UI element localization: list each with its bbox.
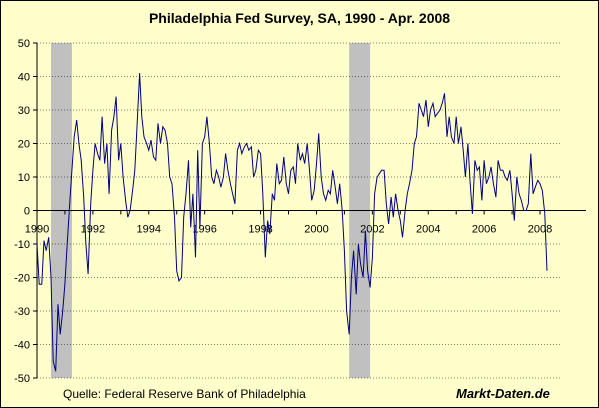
x-tick-label: 1994 (137, 224, 161, 236)
gridlines (37, 42, 561, 379)
x-tick-label: 1996 (192, 224, 216, 236)
x-tick-label: 2006 (472, 224, 496, 236)
y-tick-label: 30 (18, 105, 30, 117)
y-tick-label: 10 (18, 172, 30, 184)
x-axis: 1990 1992 1994 1996 1998 2000 2002 2004 2006 2008 (25, 210, 586, 236)
y-tick-label: 40 (18, 72, 30, 84)
y-tick-label: 0 (24, 206, 30, 218)
chart-title: Philadelphia Fed Survey, SA, 1990 - Apr.… (148, 10, 451, 26)
y-tick-label: 20 (18, 139, 30, 151)
brand-label[interactable]: Markt-Daten.de (456, 386, 550, 401)
source-note: Quelle: Federal Reserve Bank of Philadel… (63, 387, 306, 401)
x-tick-label: 1990 (25, 224, 49, 236)
x-tick-label: 2000 (304, 224, 328, 236)
y-tick-label: -40 (14, 340, 30, 352)
y-axis: 50 40 30 20 10 0 -10 -20 -30 -40 -50 (14, 38, 38, 385)
x-tick-label: 2002 (360, 224, 384, 236)
y-tick-label: -10 (14, 239, 30, 251)
series-line (36, 73, 548, 372)
y-tick-label: -20 (14, 273, 30, 285)
x-tick-label: 2004 (416, 224, 440, 236)
y-tick-label: -50 (14, 373, 30, 385)
y-tick-label: -30 (14, 306, 30, 318)
x-tick-label: 1992 (81, 224, 105, 236)
y-tick-label: 50 (18, 38, 30, 50)
x-tick-label: 2008 (528, 224, 552, 236)
